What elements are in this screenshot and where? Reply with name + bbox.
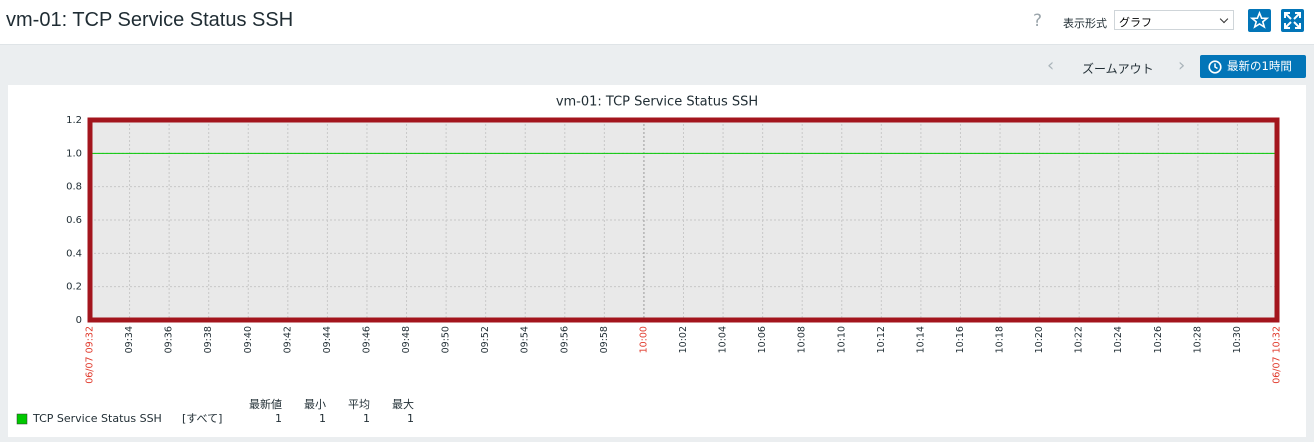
x-tick-label: 10:06 — [757, 326, 768, 353]
x-tick-label: 10:12 — [876, 326, 887, 353]
x-tick-label: 10:30 — [1232, 326, 1243, 353]
x-tick-label: 10:02 — [678, 326, 689, 353]
x-tick-label: 10:20 — [1034, 326, 1045, 353]
legend-value: 1 — [407, 412, 414, 425]
page-title: vm-01: TCP Service Status SSH — [6, 9, 294, 31]
legend-header: 最小 — [304, 398, 326, 411]
legend-header: 平均 — [348, 398, 370, 411]
x-tick-label: 09:34 — [124, 326, 135, 353]
legend-value: 1 — [319, 412, 326, 425]
y-tick-label: 0.6 — [66, 215, 82, 226]
x-tick-label: 09:36 — [164, 326, 175, 353]
y-tick-label: 0.8 — [66, 182, 82, 193]
prev-arrow[interactable]: ‹ — [1047, 55, 1055, 76]
legend-header: 最大 — [392, 397, 414, 411]
x-tick-label: 10:08 — [797, 326, 808, 353]
x-tick-label: 09:58 — [599, 326, 610, 353]
x-tick-label: 09:54 — [520, 326, 531, 353]
favorite-button[interactable] — [1248, 9, 1271, 32]
x-tick-label: 10:18 — [995, 326, 1006, 353]
x-tick-label: 09:42 — [282, 326, 293, 353]
x-tick-label: 09:38 — [203, 326, 214, 353]
y-tick-label: 0 — [76, 315, 82, 326]
header: vm-01: TCP Service Status SSH ? 表示形式 グラフ — [0, 0, 1314, 45]
x-tick-label: 06/07 09:32 — [85, 326, 96, 384]
x-tick-label: 06/07 10:32 — [1272, 326, 1283, 384]
legend-value: 1 — [363, 412, 370, 425]
x-tick-label: 09:44 — [322, 326, 333, 353]
y-tick-label: 1.2 — [66, 115, 82, 126]
x-tick-label: 09:46 — [361, 326, 372, 353]
x-tick-label: 10:04 — [718, 326, 729, 353]
help[interactable]: ? — [1033, 11, 1043, 31]
x-tick-label: 10:24 — [1113, 326, 1124, 353]
x-tick-label: 09:40 — [243, 326, 254, 353]
x-tick-label: 10:10 — [836, 326, 847, 353]
highlight-box — [87, 117, 1280, 323]
x-tick-label: 09:48 — [401, 326, 412, 353]
x-tick-label: 10:00 — [638, 326, 649, 353]
fullscreen-button[interactable] — [1281, 9, 1304, 32]
last-hour-label: 最新の1時間 — [1227, 59, 1292, 73]
zoom-out[interactable]: ズームアウト — [1082, 62, 1154, 76]
view-value: グラフ — [1119, 16, 1152, 29]
y-tick-label: 0.2 — [66, 282, 82, 293]
legend-function: [すべて] — [182, 412, 222, 425]
chart-title: vm-01: TCP Service Status SSH — [556, 95, 758, 110]
y-tick-label: 0.4 — [66, 248, 82, 259]
x-tick-label: 10:16 — [955, 326, 966, 353]
view-select[interactable]: グラフ — [1114, 10, 1234, 30]
legend-value: 1 — [275, 412, 282, 425]
view-label: 表示形式 — [1063, 17, 1107, 30]
y-tick-label: 1.0 — [66, 148, 82, 159]
x-tick-label: 10:14 — [915, 326, 926, 353]
x-tick-label: 09:52 — [480, 326, 491, 353]
legend-name: TCP Service Status SSH — [32, 412, 162, 425]
last-hour-button[interactable]: 最新の1時間 — [1200, 55, 1306, 78]
x-tick-label: 09:56 — [559, 326, 570, 353]
next-arrow[interactable]: › — [1178, 55, 1186, 76]
x-tick-label: 10:26 — [1153, 326, 1164, 353]
x-tick-label: 10:28 — [1192, 326, 1203, 353]
x-tick-label: 10:22 — [1074, 326, 1085, 353]
legend-swatch — [16, 413, 28, 425]
x-tick-label: 09:50 — [441, 326, 452, 353]
legend-header: 最新値 — [249, 397, 282, 411]
